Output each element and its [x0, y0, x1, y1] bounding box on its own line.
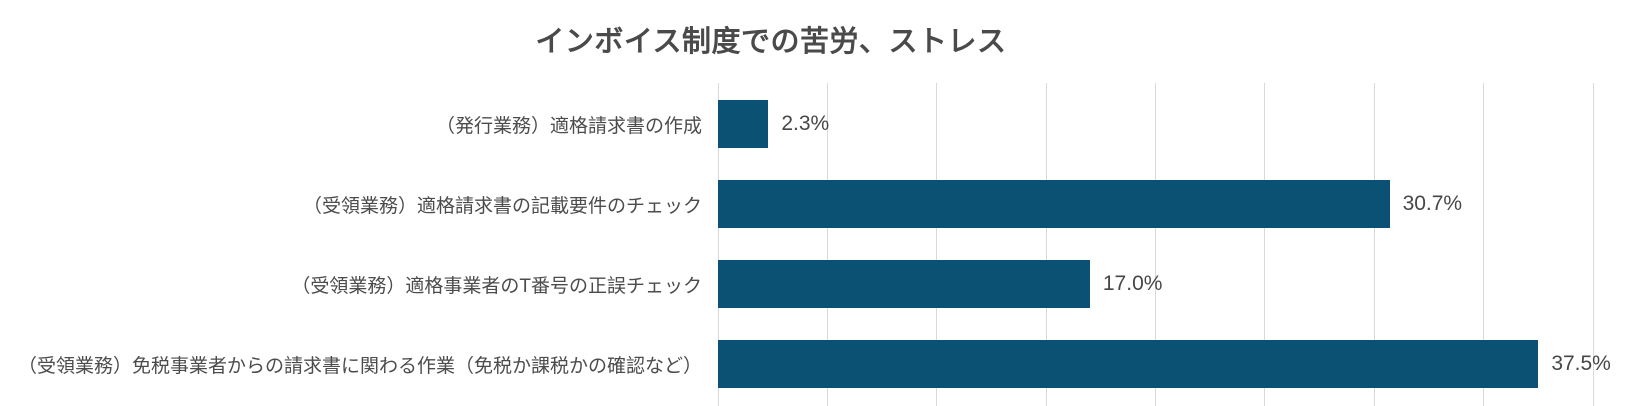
gridline	[1483, 83, 1485, 406]
bar	[718, 340, 1539, 388]
category-label: （受領業務）免税事業者からの請求書に関わる作業（免税か課税かの確認など）	[17, 355, 702, 377]
gridline	[1155, 83, 1156, 406]
bar	[718, 260, 1090, 308]
gridline	[1264, 83, 1266, 406]
chart-title: インボイス制度での苦労、ストレス	[535, 26, 1007, 58]
gridline	[826, 83, 828, 406]
gridline	[1592, 83, 1594, 406]
bar	[718, 100, 769, 148]
bar	[718, 180, 1390, 228]
value-label: 17.0%	[1102, 272, 1163, 295]
gridline	[717, 83, 719, 406]
gridline	[936, 83, 938, 406]
category-label: （発行業務）適格請求書の作成	[435, 115, 702, 137]
value-label: 2.3%	[781, 112, 830, 135]
category-label: （受領業務）適格事業者のT番号の正誤チェック	[291, 275, 702, 297]
gridline	[1045, 83, 1047, 406]
value-label: 37.5%	[1551, 352, 1611, 375]
value-label: 30.7%	[1402, 192, 1463, 215]
gridline	[1373, 83, 1375, 406]
category-label: （受領業務）適格請求書の記載要件のチェック	[302, 195, 702, 217]
